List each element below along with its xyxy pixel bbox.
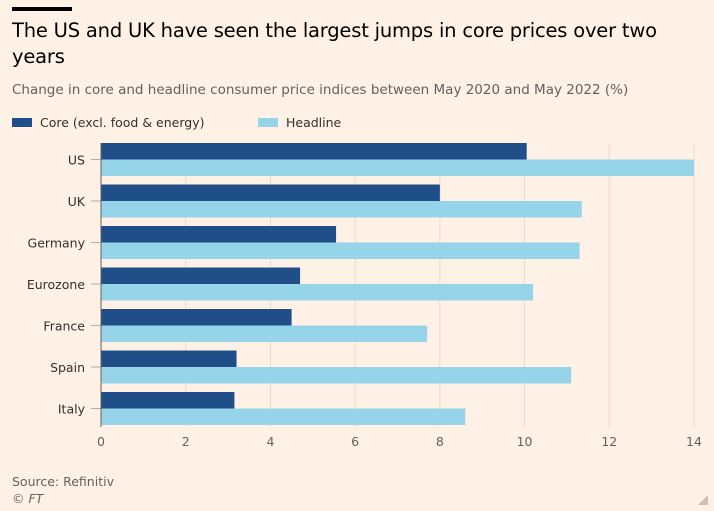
bar-headline-eurozone [101, 284, 534, 301]
category-label-italy: Italy [58, 402, 86, 417]
x-tick-label-10: 10 [517, 434, 533, 449]
source-note: Source: Refinitiv [12, 474, 114, 489]
resize-corner-icon [698, 495, 708, 505]
legend-label-headline: Headline [286, 115, 342, 130]
bar-core-germany [101, 226, 337, 243]
copyright-note: © FT [12, 491, 44, 506]
legend-item-headline: Headline [258, 115, 341, 130]
legend-label-core: Core (excl. food & energy) [40, 115, 205, 130]
category-label-uk: UK [68, 194, 86, 209]
category-label-eurozone: Eurozone [27, 277, 85, 292]
x-tick-label-2: 2 [182, 434, 190, 449]
bar-core-eurozone [101, 267, 301, 284]
category-label-spain: Spain [50, 360, 85, 375]
x-tick-label-0: 0 [97, 434, 105, 449]
bar-headline-italy [101, 408, 466, 425]
x-tick-label-8: 8 [436, 434, 444, 449]
bar-headline-spain [101, 367, 572, 384]
chart-subtitle: Change in core and headline consumer pri… [12, 82, 629, 98]
bar-core-spain [101, 350, 237, 367]
bar-core-uk [101, 184, 440, 201]
top-rule [12, 7, 72, 11]
legend-item-core: Core (excl. food & energy) [12, 115, 204, 130]
bar-headline-france [101, 325, 428, 342]
legend-swatch-core [12, 118, 32, 127]
chart-title: The US and UK have seen the largest jump… [12, 19, 657, 68]
x-tick-label-12: 12 [601, 434, 617, 449]
bar-core-france [101, 309, 292, 326]
x-tick-label-4: 4 [266, 434, 274, 449]
bar-core-us [101, 143, 527, 160]
x-tick-label-14: 14 [686, 434, 702, 449]
bar-headline-germany [101, 242, 580, 259]
category-label-germany: Germany [28, 236, 86, 251]
x-tick-label-6: 6 [351, 434, 359, 449]
category-label-france: France [43, 319, 85, 334]
legend-swatch-headline [258, 118, 278, 127]
category-label-us: US [68, 153, 85, 168]
bar-headline-uk [101, 201, 582, 218]
bar-core-italy [101, 392, 235, 409]
bar-headline-us [101, 159, 694, 176]
